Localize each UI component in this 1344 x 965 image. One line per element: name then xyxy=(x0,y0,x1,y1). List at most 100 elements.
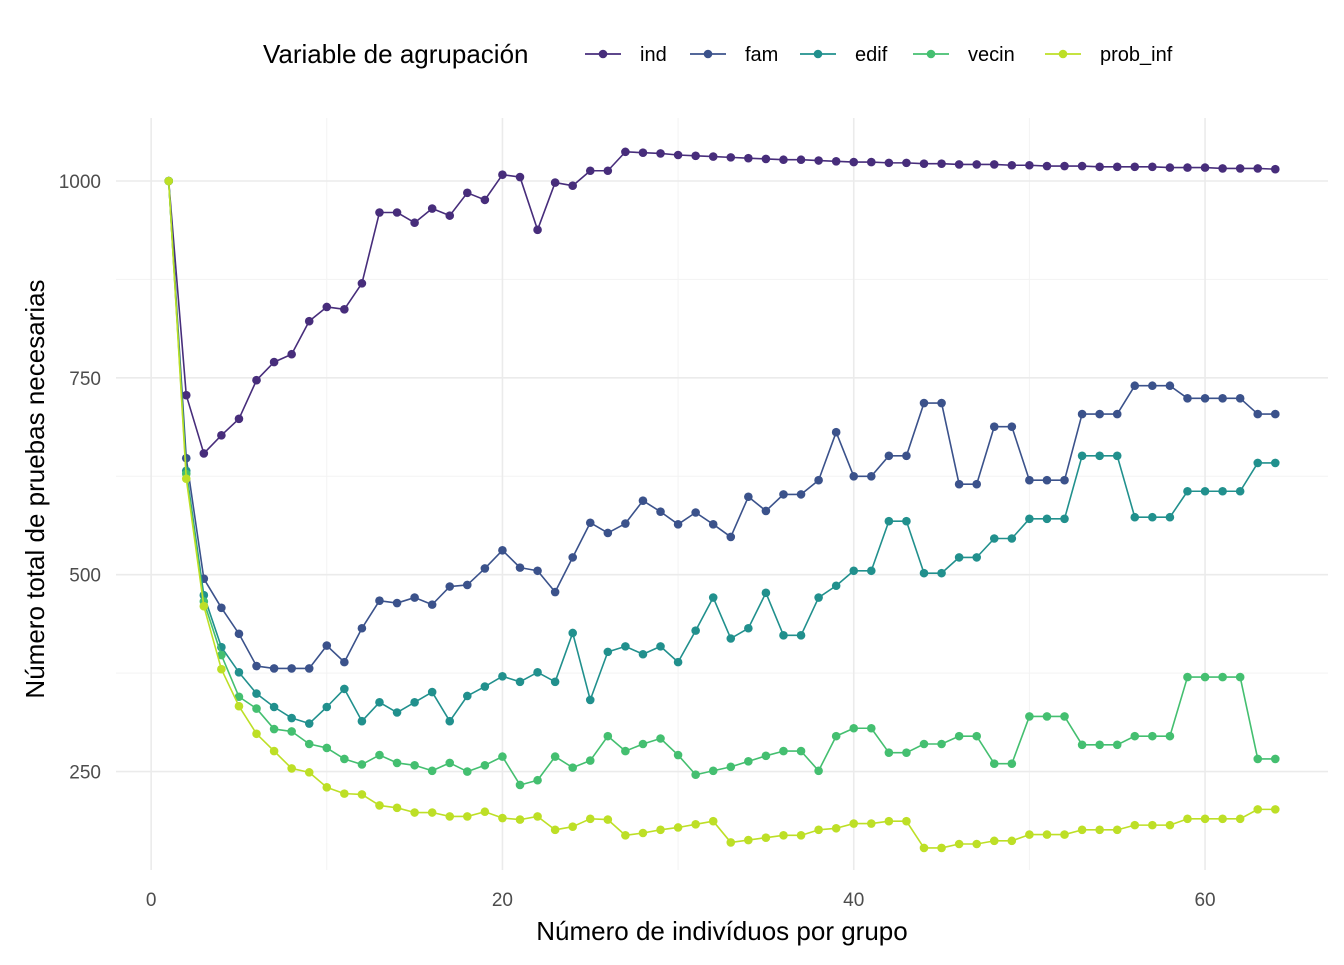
data-point-edif xyxy=(1130,512,1140,522)
data-point-vecin xyxy=(849,723,859,733)
data-point-edif xyxy=(708,593,718,602)
data-point-edif xyxy=(287,713,296,723)
data-point-vecin xyxy=(252,704,261,713)
data-point-prob_inf xyxy=(392,803,402,813)
data-point-vecin xyxy=(1165,731,1175,741)
data-point-prob_inf xyxy=(322,783,332,792)
data-point-edif xyxy=(1025,514,1034,524)
data-point-fam xyxy=(410,593,419,602)
data-point-vecin xyxy=(1183,672,1192,682)
data-point-vecin xyxy=(217,650,226,660)
data-point-prob_inf xyxy=(1218,814,1227,824)
data-point-ind xyxy=(638,148,648,157)
data-point-vecin xyxy=(1130,731,1140,741)
data-point-prob_inf xyxy=(638,828,648,838)
data-point-prob_inf xyxy=(304,768,314,777)
legend-key-point xyxy=(598,49,608,59)
data-point-edif xyxy=(1007,534,1017,543)
data-point-edif xyxy=(972,553,981,562)
y-tick-label: 1000 xyxy=(59,172,101,193)
data-point-ind xyxy=(392,208,402,217)
data-point-prob_inf xyxy=(1025,830,1034,839)
data-point-vecin xyxy=(234,692,244,702)
data-point-vecin xyxy=(445,758,455,768)
data-point-ind xyxy=(427,204,437,213)
data-point-fam xyxy=(1218,394,1227,403)
data-point-edif xyxy=(761,588,771,598)
data-point-edif xyxy=(585,695,595,705)
data-point-ind xyxy=(1007,160,1017,170)
legend-key-point xyxy=(926,49,936,59)
legend-label: edif xyxy=(855,44,888,66)
data-point-vecin xyxy=(1271,754,1280,764)
data-point-edif xyxy=(603,647,613,657)
data-point-ind xyxy=(252,375,261,385)
data-point-edif xyxy=(1218,486,1227,496)
data-point-edif xyxy=(498,671,507,681)
data-point-fam xyxy=(937,398,946,408)
data-point-fam xyxy=(252,661,261,671)
data-point-vecin xyxy=(884,748,894,757)
data-point-vecin xyxy=(515,780,525,790)
data-point-edif xyxy=(1148,512,1157,522)
data-point-edif xyxy=(656,642,665,651)
data-point-fam xyxy=(902,451,911,461)
data-point-edif xyxy=(322,702,332,712)
data-point-fam xyxy=(340,657,349,667)
data-point-fam xyxy=(217,603,226,613)
data-point-fam xyxy=(972,479,981,489)
data-point-fam xyxy=(550,587,560,597)
data-point-fam xyxy=(989,422,999,431)
data-point-ind xyxy=(287,349,296,359)
y-axis-title: Número total de pruebas necesarias xyxy=(20,279,50,698)
data-point-vecin xyxy=(357,760,367,769)
data-point-edif xyxy=(1060,514,1069,524)
legend-label: fam xyxy=(745,44,778,66)
data-point-vecin xyxy=(568,763,577,772)
data-point-fam xyxy=(1095,409,1104,419)
data-point-prob_inf xyxy=(884,816,894,826)
data-point-prob_inf xyxy=(164,176,173,186)
data-point-edif xyxy=(989,534,999,543)
data-point-fam xyxy=(445,582,455,591)
data-point-edif xyxy=(357,716,367,726)
legend-key-point xyxy=(703,49,713,59)
data-point-prob_inf xyxy=(1060,830,1069,839)
data-point-ind xyxy=(1183,163,1192,172)
data-point-edif xyxy=(621,642,630,651)
data-point-prob_inf xyxy=(726,838,736,847)
data-point-vecin xyxy=(410,760,419,770)
data-point-fam xyxy=(814,475,823,485)
data-point-vecin xyxy=(726,762,736,772)
data-point-fam xyxy=(375,596,384,605)
data-point-prob_inf xyxy=(1148,820,1157,830)
y-tick-label: 250 xyxy=(69,763,101,784)
data-point-vecin xyxy=(550,752,560,761)
data-point-edif xyxy=(673,657,683,667)
grid-lines xyxy=(116,118,1328,870)
data-point-prob_inf xyxy=(357,790,367,799)
data-point-fam xyxy=(322,641,332,650)
data-point-edif xyxy=(1253,458,1263,468)
data-point-prob_inf xyxy=(340,789,349,798)
data-point-edif xyxy=(1271,458,1280,468)
data-point-prob_inf xyxy=(1200,814,1210,824)
series-line-fam xyxy=(167,180,1276,670)
data-point-fam xyxy=(867,471,876,481)
series-line-prob_inf xyxy=(167,180,1276,849)
data-point-prob_inf xyxy=(550,825,560,835)
data-point-edif xyxy=(445,716,455,726)
data-point-fam xyxy=(638,496,648,505)
legend-label: prob_inf xyxy=(1100,44,1173,66)
data-point-ind xyxy=(1042,161,1052,171)
data-point-edif xyxy=(1095,451,1104,461)
data-point-ind xyxy=(1025,160,1034,170)
legend-key-point xyxy=(813,49,823,59)
x-tick-label: 0 xyxy=(146,890,157,911)
data-point-edif xyxy=(568,628,577,638)
data-point-edif xyxy=(954,553,964,562)
data-point-ind xyxy=(1077,161,1087,171)
data-point-edif xyxy=(463,691,472,701)
data-point-vecin xyxy=(340,754,349,764)
legend-item-vecin: vecin xyxy=(913,44,1015,66)
